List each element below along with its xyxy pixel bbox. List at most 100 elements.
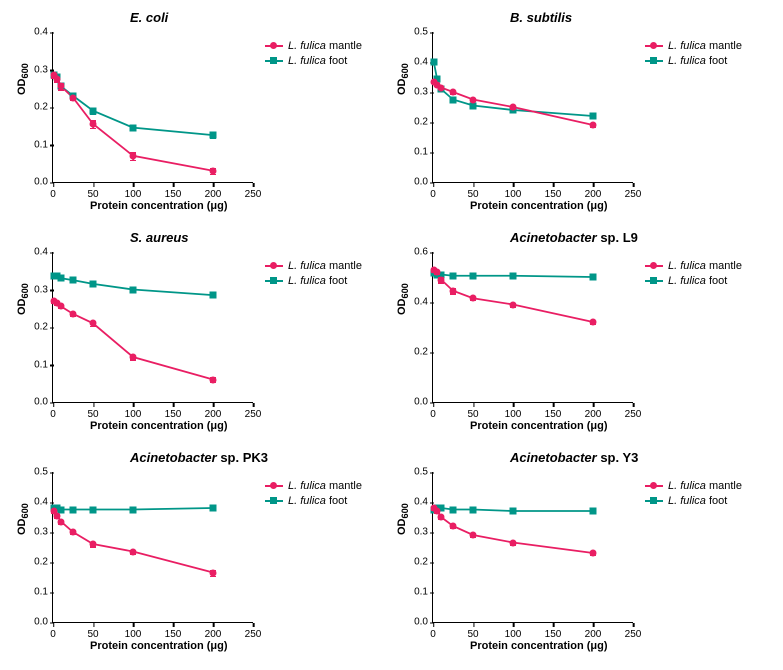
data-point [590,319,597,326]
series-line [54,301,213,380]
plot-area: 0.00.20.40.6050100150200250 [432,252,633,403]
error-cap [130,160,136,162]
x-tick: 250 [625,189,642,200]
data-point [90,506,97,513]
y-tick: 0.3 [403,527,428,538]
plot-area: 0.00.10.20.30.40.5050100150200250 [432,472,633,623]
x-tick: 150 [165,189,182,200]
y-tick: 0.4 [23,497,48,508]
data-point [58,518,65,525]
x-axis-label: Protein concentration (μg) [470,200,608,212]
y-tick: 0.2 [23,322,48,333]
legend: L. fulica mantleL. fulica foot [645,40,742,70]
y-tick: 0.2 [403,117,428,128]
data-point [438,514,445,521]
data-point [70,94,77,101]
data-point [470,506,477,513]
data-point [130,124,137,131]
y-tick: 0.4 [403,497,428,508]
data-point [210,569,217,576]
square-marker-icon [270,497,277,504]
data-point [590,113,597,120]
legend: L. fulica mantleL. fulica foot [645,260,742,290]
data-point [450,506,457,513]
plot-area: 0.00.10.20.30.4050100150200250 [52,32,253,183]
data-point [438,84,445,91]
data-point [450,89,457,96]
y-tick: 0.4 [403,297,428,308]
data-point [510,104,517,111]
square-marker-icon [270,277,277,284]
x-tick: 100 [505,629,522,640]
x-tick: 0 [430,409,436,420]
y-tick: 0.2 [23,102,48,113]
x-tick: 250 [245,409,262,420]
data-point [130,286,137,293]
chart-title: E. coli [130,10,168,25]
y-tick: 0.0 [23,177,48,188]
y-tick: 0.0 [23,617,48,628]
plot-area: 0.00.10.20.30.40.5050100150200250 [52,472,253,623]
error-cap [90,128,96,130]
legend-item: L. fulica mantle [265,480,362,492]
circle-marker-icon [270,42,277,49]
x-tick: 50 [467,629,478,640]
y-tick: 0.3 [23,527,48,538]
chart-panel: Acinetobacter sp. PK3OD600Protein concen… [10,450,390,660]
x-tick: 150 [545,409,562,420]
legend-item: L. fulica foot [265,275,362,287]
legend-item: L. fulica foot [645,275,742,287]
data-point [70,277,77,284]
x-axis-label: Protein concentration (μg) [90,420,228,432]
data-point [70,310,77,317]
chart-grid: E. coliOD600Protein concentration (μg)L.… [10,10,773,660]
chart-panel: B. subtilisOD600Protein concentration (μ… [390,10,770,220]
x-tick: 50 [467,189,478,200]
data-point [590,550,597,557]
legend: L. fulica mantleL. fulica foot [265,40,362,70]
legend-item: L. fulica foot [645,495,742,507]
data-point [54,75,61,82]
y-tick: 0.5 [403,27,428,38]
data-point [210,167,217,174]
x-tick: 0 [50,189,56,200]
y-tick: 0.0 [403,177,428,188]
data-point [450,96,457,103]
x-tick: 150 [545,629,562,640]
data-point [130,354,137,361]
legend: L. fulica mantleL. fulica foot [645,480,742,510]
data-point [130,506,137,513]
x-tick: 250 [245,189,262,200]
data-point [130,548,137,555]
x-tick: 100 [125,629,142,640]
x-tick: 200 [205,629,222,640]
data-point [210,132,217,139]
x-tick: 100 [505,189,522,200]
x-axis-label: Protein concentration (μg) [90,200,228,212]
x-tick: 200 [585,629,602,640]
chart-title: Acinetobacter sp. PK3 [130,450,268,465]
y-tick: 0.1 [23,139,48,150]
y-tick: 0.4 [23,247,48,258]
data-point [470,96,477,103]
x-tick: 100 [505,409,522,420]
data-point [450,523,457,530]
data-point [450,272,457,279]
data-point [510,508,517,515]
data-point [590,508,597,515]
data-point [70,506,77,513]
x-tick: 0 [50,409,56,420]
y-tick: 0.4 [403,57,428,68]
plot-area: 0.00.10.20.30.40.5050100150200250 [432,32,633,183]
x-tick: 0 [430,629,436,640]
square-marker-icon [650,57,657,64]
data-point [58,303,65,310]
data-point [210,292,217,299]
chart-title: Acinetobacter sp. L9 [510,230,638,245]
x-tick: 100 [125,409,142,420]
legend-item: L. fulica mantle [265,40,362,52]
data-point [590,122,597,129]
y-tick: 0.1 [23,359,48,370]
chart-title: S. aureus [130,230,189,245]
y-tick: 0.1 [23,587,48,598]
